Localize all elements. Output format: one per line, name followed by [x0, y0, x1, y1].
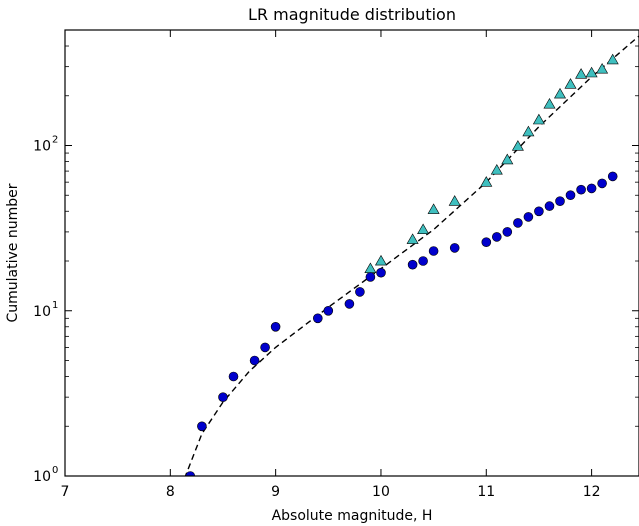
circle-point-6	[270, 321, 281, 332]
circle-point-0	[185, 471, 196, 476]
circle-point-2	[218, 392, 228, 403]
x-tick-label: 11	[477, 484, 495, 500]
triangle-point-16	[585, 66, 598, 78]
y-tick-label: 10	[33, 304, 51, 320]
x-tick-label: 7	[61, 484, 70, 500]
triangle-point-13	[553, 87, 567, 99]
circle-point-14	[418, 256, 428, 266]
triangle-point-0	[364, 262, 377, 274]
triangle-point-12	[543, 97, 556, 109]
circle-point-10	[355, 287, 365, 297]
plot-frame	[64, 29, 639, 477]
triangle-point-1	[374, 254, 388, 266]
circle-point-25	[565, 190, 576, 200]
circle-point-15	[428, 246, 439, 256]
circle-point-12	[376, 267, 386, 278]
circle-point-9	[344, 299, 355, 309]
circle-point-16	[449, 243, 460, 253]
x-tick-label: 9	[271, 484, 280, 500]
circle-point-19	[502, 227, 513, 237]
triangle-point-5	[448, 195, 461, 206]
fit-line	[184, 35, 639, 476]
y-axis-label: Cumulative number	[5, 183, 21, 322]
circle-point-8	[323, 305, 334, 316]
triangle-point-14	[564, 78, 577, 89]
y-tick-label: 10	[33, 139, 51, 155]
triangle-point-4	[427, 203, 440, 214]
circle-point-22	[534, 206, 544, 217]
y-tick-exponent: 2	[52, 135, 58, 146]
x-tick-label: 12	[583, 484, 601, 500]
triangle-point-6	[480, 176, 493, 187]
circle-point-29	[607, 171, 618, 182]
triangle-point-8	[501, 153, 514, 165]
circle-point-3	[228, 371, 239, 382]
circle-point-26	[576, 184, 586, 195]
triangle-point-11	[532, 113, 545, 125]
circle-point-21	[523, 212, 534, 222]
triangle-point-3	[417, 223, 430, 234]
circle-point-1	[197, 421, 207, 432]
triangle-point-2	[406, 233, 419, 244]
circle-point-17	[481, 237, 492, 247]
triangle-point-9	[511, 140, 524, 151]
circle-point-4	[249, 355, 260, 366]
circle-point-23	[544, 201, 555, 211]
y-tick-label: 10	[33, 469, 51, 485]
circle-point-24	[555, 196, 565, 206]
circle-point-11	[365, 272, 376, 282]
y-tick-exponent: 1	[52, 300, 58, 311]
circle-point-5	[260, 342, 270, 353]
circle-point-13	[407, 259, 418, 270]
triangle-point-10	[522, 125, 535, 137]
triangle-point-17	[596, 62, 609, 74]
triangle-point-15	[575, 68, 588, 79]
chart-title: LR magnitude distribution	[248, 5, 456, 24]
circle-point-28	[597, 178, 607, 189]
circle-point-20	[513, 218, 523, 228]
data-layer	[184, 35, 639, 476]
circle-point-18	[491, 232, 502, 242]
circle-point-27	[586, 183, 597, 194]
triangle-point-7	[490, 163, 503, 175]
y-tick-exponent: 0	[52, 465, 58, 476]
x-axis-label: Absolute magnitude, H	[272, 508, 433, 524]
x-tick-label: 8	[166, 484, 175, 500]
x-tick-label: 10	[372, 484, 390, 500]
triangle-point-18	[606, 53, 619, 65]
circle-point-7	[312, 313, 323, 324]
